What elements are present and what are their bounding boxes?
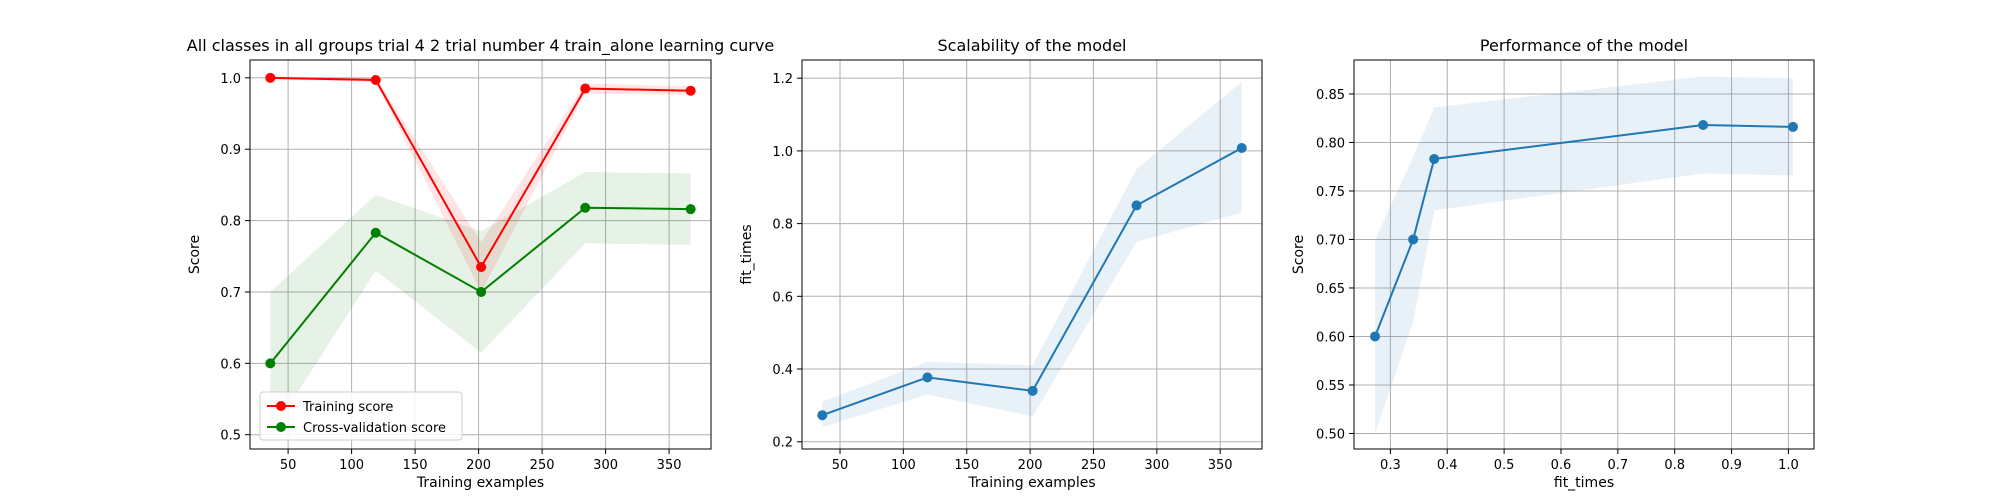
- performance-y-tick-label: 0.85: [1316, 88, 1345, 103]
- performance-panel: 0.3 0.4 0.5 0.6 0.7 0.8 0.9 1.0 0.50 0.55 0.60 0.65…: [1291, 36, 1815, 491]
- scalability-y-label: fit_times: [739, 224, 755, 284]
- performance-point-0: [1408, 234, 1419, 245]
- performance-y-tick-label: 0.70: [1316, 233, 1345, 248]
- performance-point-0: [1429, 153, 1440, 164]
- scalability-x-tick-label: 200: [1018, 458, 1043, 473]
- scalability-plot-area: 50 100 150 200 250 300 350 0.2 0.4 0.6 0.8 1.0 1.2: [772, 59, 1263, 473]
- scalability-y-tick-label: 0.4: [772, 363, 793, 378]
- learning-curve-y-tick-label: 0.8: [220, 215, 241, 230]
- performance-x-tick-label: 0.5: [1494, 458, 1515, 473]
- learning-curve-x-tick-label: 50: [280, 458, 297, 473]
- performance-band-0: [1375, 76, 1793, 434]
- learning-curve-point-1: [476, 286, 487, 297]
- scalability-y-tick-label: 0.8: [772, 218, 793, 233]
- learning-curve-y-tick-label: 0.6: [220, 357, 241, 372]
- learning-curve-band-1: [270, 172, 691, 435]
- learning-curve-y-label: Score: [187, 235, 203, 274]
- performance-x-tick-label: 0.6: [1551, 458, 1572, 473]
- performance-y-tick-label: 0.65: [1316, 282, 1345, 297]
- performance-plot-area: 0.3 0.4 0.5 0.6 0.7 0.8 0.9 1.0 0.50 0.55 0.60 0.65…: [1316, 59, 1815, 473]
- learning-curve-band-0: [270, 76, 691, 292]
- scalability-point-0: [817, 410, 828, 421]
- scalability-x-tick-label: 150: [954, 458, 979, 473]
- performance-x-tick-label: 0.4: [1437, 458, 1458, 473]
- learning-curve-x-tick-label: 100: [339, 458, 364, 473]
- performance-x-tick-label: 0.7: [1607, 458, 1628, 473]
- performance-y-tick-label: 0.60: [1316, 330, 1345, 345]
- learning-curve-axes-frame: [249, 59, 712, 450]
- scalability-x-tick-label: 250: [1081, 458, 1106, 473]
- learning-curve-point-1: [580, 202, 591, 213]
- learning-curve-x-tick-label: 300: [593, 458, 618, 473]
- learning-curve-point-0: [476, 261, 487, 272]
- scalability-axes-frame: [801, 59, 1263, 450]
- performance-point-0: [1787, 121, 1798, 132]
- performance-y-tick-label: 0.75: [1316, 185, 1345, 200]
- learning-curve-plot-area: 50 100 150 200 250 300 350 0.5 0.6 0.7 0.8 0.9 1.0: [220, 59, 712, 473]
- scalability-band-0: [822, 81, 1242, 428]
- performance-point-0: [1698, 119, 1709, 130]
- scalability-point-0: [922, 372, 933, 383]
- legend-training-label: Training score: [302, 400, 393, 415]
- scalability-y-tick-label: 0.2: [772, 436, 793, 451]
- learning-curve-y-tick-label: 0.9: [220, 143, 241, 158]
- performance-y-label: Score: [1291, 235, 1307, 274]
- performance-x-tick-label: 1.0: [1778, 458, 1799, 473]
- learning-curve-x-tick-label: 150: [403, 458, 428, 473]
- legend-training-marker: [276, 401, 286, 411]
- learning-curve-title: All classes in all groups trial 4 2 tria…: [187, 36, 774, 56]
- legend-cv-marker: [276, 422, 286, 432]
- scalability-y-tick-label: 1.0: [772, 145, 793, 160]
- scalability-panel: 50 100 150 200 250 300 350 0.2 0.4 0.6 0.8 1.0 1.2 S…: [739, 36, 1263, 491]
- learning-curve-point-1: [370, 227, 381, 238]
- performance-x-tick-label: 0.3: [1380, 458, 1401, 473]
- scalability-point-0: [1236, 142, 1247, 153]
- learning-curve-point-1: [685, 204, 696, 215]
- learning-curve-x-tick-label: 350: [657, 458, 682, 473]
- learning-curve-x-tick-label: 200: [466, 458, 491, 473]
- learning-curve-point-0: [685, 85, 696, 96]
- learning-curve-y-tick-label: 0.7: [220, 286, 241, 301]
- performance-y-tick-label: 0.55: [1316, 379, 1345, 394]
- legend-box: [259, 391, 463, 441]
- scalability-point-0: [1027, 385, 1038, 396]
- scalability-y-tick-label: 1.2: [772, 72, 793, 87]
- performance-axes-frame: [1353, 59, 1815, 450]
- scalability-x-tick-label: 50: [832, 458, 849, 473]
- learning-curve-y-tick-label: 0.5: [220, 429, 241, 444]
- scalability-title: Scalability of the model: [938, 36, 1127, 55]
- legend-cv-label: Cross-validation score: [303, 421, 446, 436]
- scalability-point-0: [1131, 200, 1142, 211]
- learning-curve-point-0: [580, 83, 591, 94]
- performance-y-tick-label: 0.80: [1316, 136, 1345, 151]
- scalability-x-label: Training examples: [967, 475, 1095, 491]
- performance-title: Performance of the model: [1480, 36, 1688, 55]
- learning-curve-y-tick-label: 1.0: [220, 72, 241, 87]
- learning-curve-x-label: Training examples: [416, 475, 544, 491]
- performance-point-0: [1370, 331, 1381, 342]
- performance-x-tick-label: 0.8: [1664, 458, 1685, 473]
- performance-x-tick-label: 0.9: [1721, 458, 1742, 473]
- learning-curve-x-tick-label: 250: [530, 458, 555, 473]
- scalability-x-tick-label: 100: [891, 458, 916, 473]
- performance-x-label: fit_times: [1554, 475, 1614, 491]
- learning-curve-point-0: [370, 74, 381, 85]
- scalability-x-tick-label: 350: [1208, 458, 1233, 473]
- scalability-x-tick-label: 300: [1144, 458, 1169, 473]
- learning-curve-point-0: [265, 72, 276, 83]
- scalability-y-tick-label: 0.6: [772, 290, 793, 305]
- learning-curve-legend: Training score Cross-validation score: [259, 391, 463, 441]
- learning-curve-panel: 50 100 150 200 250 300 350 0.5 0.6 0.7 0.8 0.9 1.0 A…: [187, 36, 774, 491]
- learning-curve-point-1: [265, 358, 276, 369]
- performance-y-tick-label: 0.50: [1316, 427, 1345, 442]
